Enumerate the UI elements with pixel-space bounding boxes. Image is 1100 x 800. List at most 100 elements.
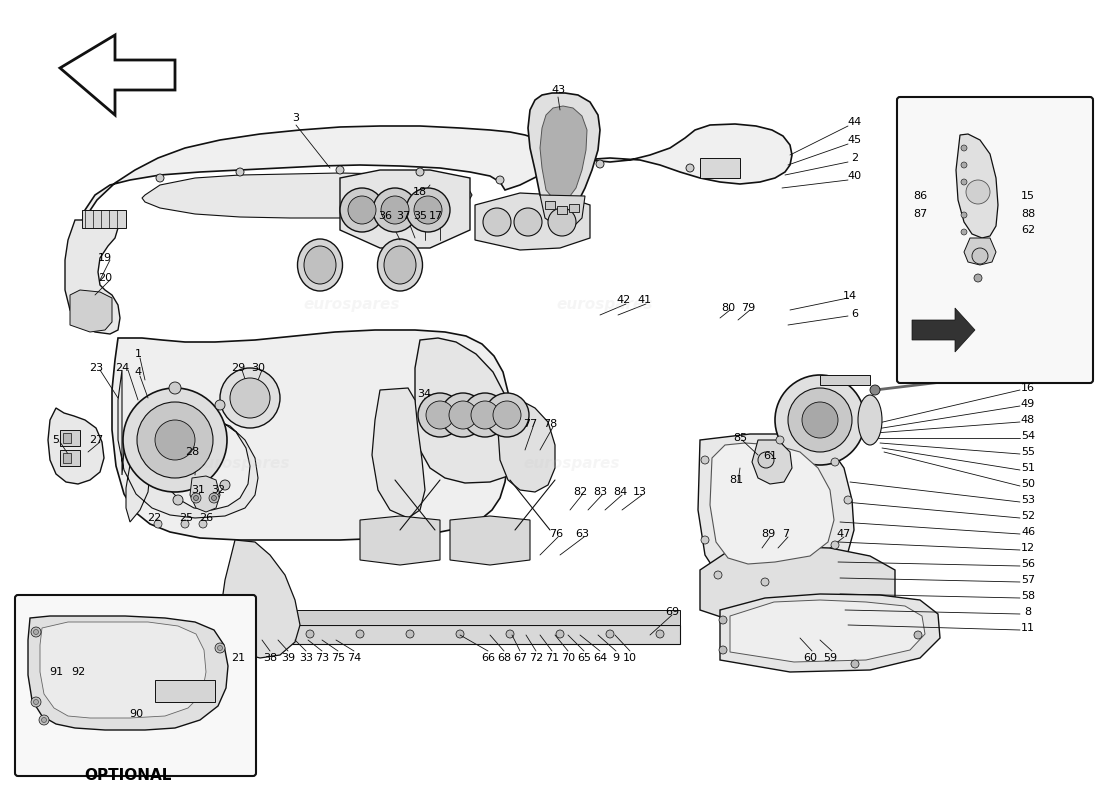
Circle shape [33, 630, 39, 634]
Ellipse shape [384, 246, 416, 284]
Text: 80: 80 [720, 303, 735, 313]
Bar [155, 680, 214, 702]
Circle shape [31, 697, 41, 707]
Polygon shape [80, 124, 792, 230]
Text: 1: 1 [134, 349, 142, 359]
Circle shape [418, 393, 462, 437]
Polygon shape [710, 443, 834, 564]
Circle shape [844, 496, 852, 504]
Polygon shape [540, 106, 587, 198]
Circle shape [701, 456, 710, 464]
Text: 83: 83 [593, 487, 607, 497]
Text: 8: 8 [1024, 607, 1032, 617]
Text: 89: 89 [761, 529, 776, 539]
Circle shape [39, 715, 50, 725]
Text: 53: 53 [1021, 495, 1035, 505]
Circle shape [471, 401, 499, 429]
Text: 64: 64 [593, 653, 607, 663]
Text: 17: 17 [429, 211, 443, 221]
Circle shape [182, 520, 189, 528]
Circle shape [496, 176, 504, 184]
Circle shape [441, 393, 485, 437]
Ellipse shape [297, 239, 342, 291]
Circle shape [556, 630, 564, 638]
Text: 2: 2 [851, 153, 859, 163]
Polygon shape [964, 238, 996, 265]
FancyBboxPatch shape [15, 595, 256, 776]
Text: 45: 45 [848, 135, 862, 145]
Text: 76: 76 [549, 529, 563, 539]
Text: 23: 23 [89, 363, 103, 373]
Text: 85: 85 [733, 433, 747, 443]
Circle shape [701, 536, 710, 544]
Polygon shape [372, 388, 425, 518]
Circle shape [356, 630, 364, 638]
Circle shape [961, 162, 967, 168]
Bar [63, 433, 72, 443]
Circle shape [972, 248, 988, 264]
Polygon shape [142, 173, 472, 218]
Text: eurospares: eurospares [524, 457, 620, 471]
Circle shape [31, 627, 41, 637]
Circle shape [194, 495, 198, 501]
Circle shape [236, 168, 244, 176]
Text: OPTIONAL: OPTIONAL [85, 767, 172, 782]
Text: 12: 12 [1021, 543, 1035, 553]
Circle shape [348, 196, 376, 224]
Text: 54: 54 [1021, 431, 1035, 441]
Polygon shape [450, 516, 530, 565]
Polygon shape [28, 616, 228, 730]
Polygon shape [498, 400, 556, 492]
Circle shape [506, 630, 514, 638]
Circle shape [851, 660, 859, 668]
Text: 13: 13 [632, 487, 647, 497]
Bar [544, 201, 556, 209]
Text: 59: 59 [823, 653, 837, 663]
Circle shape [961, 212, 967, 218]
Polygon shape [698, 434, 854, 582]
Polygon shape [752, 440, 792, 484]
Text: 15: 15 [1021, 191, 1035, 201]
Text: 48: 48 [1021, 415, 1035, 425]
Text: 61: 61 [763, 451, 777, 461]
Text: 58: 58 [1021, 591, 1035, 601]
Circle shape [596, 160, 604, 168]
Text: 65: 65 [578, 653, 591, 663]
Text: 32: 32 [211, 485, 226, 495]
Polygon shape [60, 35, 175, 115]
Text: 37: 37 [396, 211, 410, 221]
Circle shape [456, 630, 464, 638]
Circle shape [548, 208, 576, 236]
Text: 30: 30 [251, 363, 265, 373]
Circle shape [154, 520, 162, 528]
Circle shape [776, 436, 784, 444]
Text: 27: 27 [89, 435, 103, 445]
Text: 81: 81 [729, 475, 744, 485]
Circle shape [493, 401, 521, 429]
Text: 62: 62 [1021, 225, 1035, 235]
Circle shape [173, 495, 183, 505]
Polygon shape [48, 408, 104, 484]
Circle shape [156, 174, 164, 182]
Circle shape [758, 452, 774, 468]
Text: 31: 31 [191, 485, 205, 495]
Text: 74: 74 [346, 653, 361, 663]
Text: 77: 77 [522, 419, 537, 429]
Circle shape [33, 699, 39, 705]
Text: 18: 18 [412, 187, 427, 197]
Ellipse shape [377, 239, 422, 291]
Circle shape [914, 631, 922, 639]
Polygon shape [118, 370, 258, 522]
Bar [60, 430, 80, 446]
Text: eurospares: eurospares [557, 297, 653, 311]
FancyBboxPatch shape [896, 97, 1093, 383]
Circle shape [719, 646, 727, 654]
Text: 39: 39 [280, 653, 295, 663]
Polygon shape [720, 594, 940, 672]
Text: 20: 20 [98, 273, 112, 283]
Text: 42: 42 [617, 295, 631, 305]
Circle shape [214, 400, 225, 410]
Text: 86: 86 [913, 191, 927, 201]
Circle shape [340, 188, 384, 232]
Circle shape [169, 382, 182, 394]
